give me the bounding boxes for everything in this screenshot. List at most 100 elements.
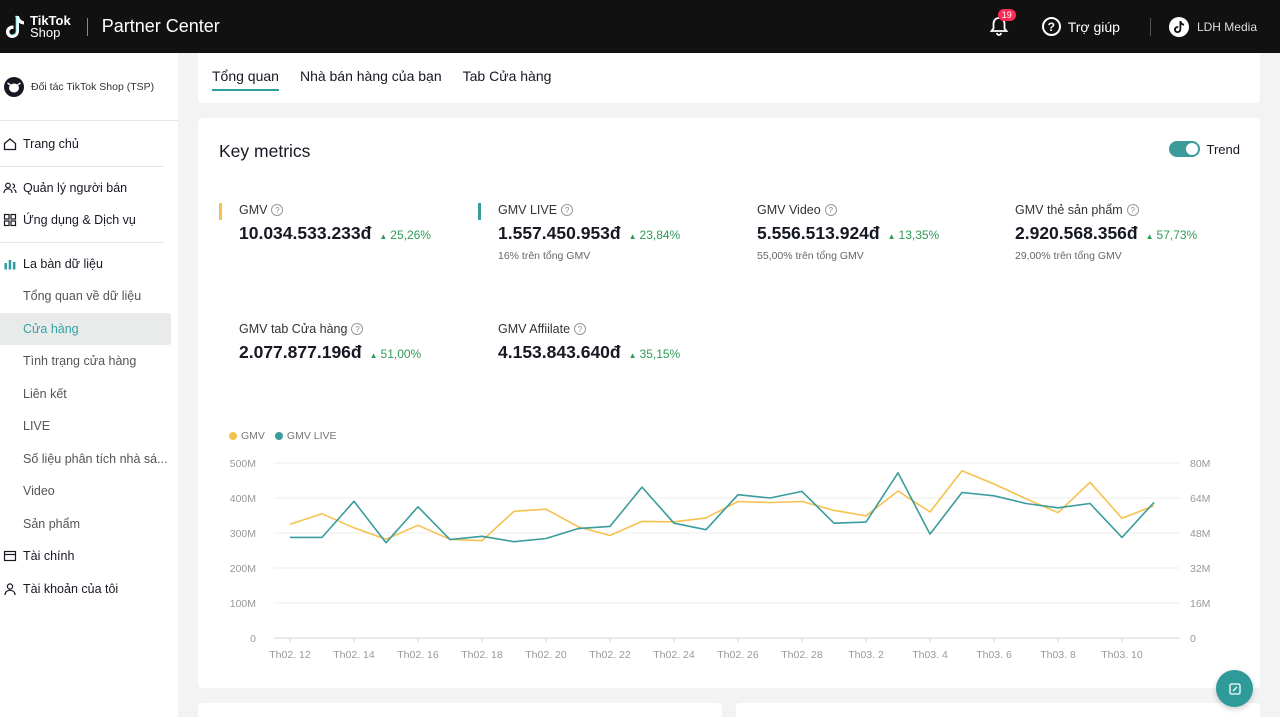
sidebar-item-data-compass[interactable]: La bàn dữ liệu	[0, 248, 178, 281]
brand-line1: TikTok	[30, 12, 71, 28]
metric-change-value: 25,26%	[390, 228, 431, 242]
metric-value-row: 2.920.568.356đ ▲ 57,73%	[1015, 223, 1255, 244]
arrow-up-icon: ▲	[628, 232, 637, 241]
question-icon[interactable]: ?	[574, 323, 587, 335]
metric-gmv-product-card[interactable]: GMV thẻ sản phẩm ? 2.920.568.356đ ▲ 57,73…	[1015, 203, 1255, 262]
question-icon[interactable]: ?	[351, 323, 364, 335]
feedback-button[interactable]	[1216, 670, 1253, 707]
help-button[interactable]: ? Trợ giúp	[1041, 17, 1120, 36]
sidebar-item-label: Tài khoản của tôi	[23, 581, 119, 596]
sidebar-sub-store[interactable]: Cửa hàng	[0, 312, 171, 345]
metric-gmv-store-tab[interactable]: GMV tab Cửa hàng ? 2.077.877.196đ ▲ 51,00…	[239, 322, 479, 363]
metric-change: ▲ 25,26%	[379, 228, 431, 242]
brand-line2: Shop	[30, 24, 61, 40]
metric-value-row: 5.556.513.924đ ▲ 13,35%	[757, 223, 997, 244]
partner-name: Đối tác TikTok Shop (TSP)	[31, 80, 155, 93]
metric-gmv-live[interactable]: GMV LIVE ? 1.557.450.953đ ▲ 23,84% 16% tr…	[478, 203, 738, 262]
sidebar-item-label: Quản lý người bán	[23, 180, 128, 195]
sidebar-sub-data-overview[interactable]: Tổng quan về dữ liệu	[23, 289, 142, 304]
x-tick-label: Th03. 10	[1101, 649, 1143, 661]
apps-icon	[3, 213, 17, 227]
series-marker	[478, 203, 481, 220]
sidebar-sub-video[interactable]: Video	[23, 484, 55, 499]
metric-share: 29,00% trên tổng GMV	[1015, 250, 1122, 262]
sidebar-sub-affiliate[interactable]: Liên kết	[23, 386, 67, 401]
x-tick-label: Th03. 2	[848, 649, 884, 661]
legend-gmv[interactable]: GMV	[229, 430, 265, 442]
metric-label-row: GMV LIVE ?	[498, 203, 738, 217]
x-tick-label: Th02. 18	[461, 649, 503, 661]
series-line-gmv	[289, 469, 1155, 542]
metric-value: 2.920.568.356đ	[1015, 223, 1138, 243]
y-right-tick-label: 48M	[1190, 528, 1210, 540]
question-circle-icon: ?	[1041, 17, 1061, 36]
sidebar-item-apps-services[interactable]: Ứng dụng & Dịch vụ	[0, 204, 178, 237]
account-avatar	[1168, 16, 1189, 37]
tiktok-logo-icon	[4, 14, 26, 40]
logo-text: TikTok Shop	[30, 12, 71, 40]
sidebar-item-seller-management[interactable]: Quản lý người bán	[0, 172, 178, 205]
metric-value-row: 4.153.843.640đ ▲ 35,15%	[498, 342, 738, 363]
y-left-tick-label: 0	[250, 633, 256, 645]
tiktok-avatar-icon	[1173, 20, 1184, 33]
metric-label: GMV tab Cửa hàng	[239, 322, 348, 336]
gmv-trend-chart[interactable]: 0 0 100M 16M 200M 32M 300M 48M 400M 64M 500M 80M Th0…	[198, 438, 1260, 668]
x-tick-label: Th03. 8	[1040, 649, 1076, 661]
question-icon[interactable]: ?	[561, 204, 574, 216]
arrow-up-icon: ▲	[1145, 232, 1154, 241]
sidebar-sub-live[interactable]: LIVE	[23, 419, 51, 434]
legend-dot	[274, 432, 283, 440]
metric-change-value: 13,35%	[898, 228, 940, 242]
sidebar-item-my-account[interactable]: Tài khoản của tôi	[0, 573, 178, 606]
tab-overview[interactable]: Tổng quan	[212, 53, 279, 91]
question-icon[interactable]: ?	[271, 204, 284, 216]
toggle-switch[interactable]	[1168, 141, 1200, 157]
arrow-up-icon: ▲	[379, 232, 388, 241]
metric-gmv-affiliate[interactable]: GMV Affiilate ? 4.153.843.640đ ▲ 35,15%	[498, 322, 738, 363]
x-tick-label: Th02. 12	[269, 649, 311, 661]
tiktok-shop-logo[interactable]: TikTok Shop	[4, 14, 71, 40]
legend-gmv-live[interactable]: GMV LIVE	[274, 430, 337, 442]
metric-label: GMV	[239, 203, 268, 217]
home-icon	[3, 137, 17, 151]
trend-toggle[interactable]: Trend	[1168, 141, 1240, 157]
metric-label: GMV thẻ sản phẩm	[1015, 203, 1123, 217]
tab-your-sellers[interactable]: Nhà bán hàng của bạn	[299, 68, 442, 84]
x-tick-label: Th02. 14	[333, 649, 375, 661]
legend-label: GMV	[241, 430, 265, 442]
partner-switcher[interactable]: Đối tác TikTok Shop (TSP)	[0, 53, 178, 121]
metric-change: ▲ 35,15%	[629, 347, 681, 361]
partner-avatar	[4, 76, 24, 97]
metric-change: ▲ 51,00%	[370, 347, 422, 361]
metric-gmv-video[interactable]: GMV Video ? 5.556.513.924đ ▲ 13,35% 55,00…	[757, 203, 997, 262]
topbar-actions: 19 ? Trợ giúp LDH Media	[988, 0, 1280, 53]
sidebar-item-home[interactable]: Trang chủ	[0, 128, 178, 161]
series-marker	[219, 203, 222, 220]
y-right-tick-label: 0	[1190, 633, 1196, 645]
account-menu[interactable]: LDH Media	[1168, 16, 1257, 37]
edit-icon	[1228, 682, 1241, 695]
metric-change: ▲ 57,73%	[1146, 228, 1198, 242]
metric-change: ▲ 13,35%	[888, 228, 940, 242]
metric-label-row: GMV tab Cửa hàng ?	[239, 322, 479, 336]
x-tick-label: Th02. 26	[717, 649, 759, 661]
metric-gmv[interactable]: GMV ? 10.034.533.233đ ▲ 25,26%	[219, 203, 479, 244]
metric-value: 4.153.843.640đ	[498, 342, 621, 362]
notifications-button[interactable]: 19	[988, 8, 1016, 39]
metric-value: 10.034.533.233đ	[239, 223, 372, 243]
topbar-divider	[1149, 17, 1151, 36]
sidebar-item-label: Tài chính	[23, 549, 75, 564]
y-left-tick-label: 400M	[230, 493, 256, 505]
metric-change-value: 23,84%	[639, 228, 681, 242]
question-icon[interactable]: ?	[824, 204, 837, 216]
key-metrics-card: Key metrics Trend GMV ? 10.034.533.233đ …	[198, 118, 1260, 688]
account-name: LDH Media	[1196, 19, 1257, 34]
question-icon[interactable]: ?	[1126, 204, 1139, 216]
notification-badge: 19	[997, 8, 1016, 21]
tab-store-tab[interactable]: Tab Cửa hàng	[462, 68, 552, 84]
sidebar-sub-store-status[interactable]: Tình trạng cửa hàng	[23, 354, 137, 369]
sidebar-sub-products[interactable]: Sản phẩm	[23, 516, 80, 531]
sidebar-item-finance[interactable]: Tài chính	[0, 540, 178, 573]
sidebar-item-label: Ứng dụng & Dịch vụ	[23, 213, 136, 228]
sidebar-sub-seller-analytics[interactable]: Số liệu phân tích nhà sá...	[23, 451, 168, 466]
